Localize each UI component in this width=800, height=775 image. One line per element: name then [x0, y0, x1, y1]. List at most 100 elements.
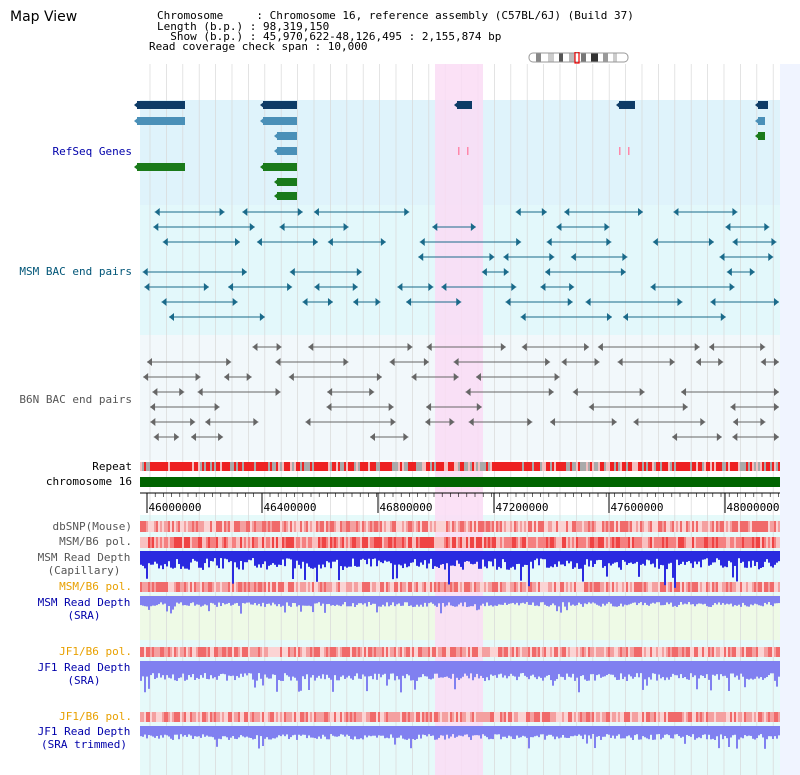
depth-bar — [246, 551, 248, 563]
repeat-segment — [184, 462, 186, 471]
heat-cell — [570, 647, 572, 657]
heat-cell — [274, 712, 276, 722]
heat-cell — [700, 647, 702, 657]
heat-cell — [664, 582, 666, 592]
depth-bar — [216, 596, 218, 607]
depth-bar — [660, 596, 662, 606]
depth-bar — [684, 661, 686, 678]
msm-bac-label[interactable]: MSM BAC end pairs — [19, 265, 132, 278]
repeat-segment — [454, 462, 456, 471]
depth-bar — [278, 596, 280, 605]
repeat-segment — [188, 462, 190, 471]
heat-cell — [348, 537, 350, 548]
depth-bar — [250, 551, 252, 561]
depth-bar — [386, 661, 388, 686]
depth-bar — [146, 726, 148, 739]
repeat-segment — [360, 462, 362, 471]
depth-bar — [474, 596, 476, 605]
bac-end — [144, 283, 150, 291]
heat-cell — [498, 712, 500, 722]
depth-bar — [254, 661, 256, 688]
repeat-segment — [614, 462, 616, 471]
bac-end — [441, 283, 447, 291]
heat-cell — [658, 582, 660, 592]
heat-cell — [764, 521, 766, 532]
depth-bar — [458, 661, 460, 681]
heat-cell — [620, 521, 622, 532]
depth-bar — [544, 661, 546, 678]
heat-cell — [356, 582, 358, 592]
bac-end — [249, 223, 255, 231]
heat-cell — [508, 521, 510, 532]
depth-bar — [760, 551, 762, 568]
depth-bar — [282, 596, 284, 606]
heat-cell — [372, 712, 374, 722]
heat-cell — [586, 582, 588, 592]
depth-bar — [166, 551, 168, 567]
bac-end — [397, 283, 403, 291]
heat-cell — [772, 521, 774, 532]
depth-bar — [268, 551, 270, 566]
bac-end — [343, 358, 349, 366]
heat-cell — [192, 582, 194, 592]
depth-bar — [440, 726, 442, 736]
heat-cell — [298, 647, 300, 657]
depth-bar — [422, 596, 424, 607]
heat-cell — [502, 537, 504, 548]
heat-cell — [140, 537, 142, 548]
chromosome-ideogram[interactable] — [528, 52, 630, 64]
heat-cell — [164, 521, 166, 532]
heat-cell — [672, 521, 674, 532]
refseq-genes-label[interactable]: RefSeq Genes — [52, 145, 132, 158]
depth-bar — [564, 661, 566, 680]
heat-cell — [778, 537, 780, 548]
heat-cell — [766, 521, 768, 532]
depth-bar — [470, 596, 472, 607]
heat-cell — [388, 521, 390, 532]
heat-cell — [316, 582, 318, 592]
heat-cell — [526, 521, 528, 532]
heat-cell — [442, 537, 444, 548]
heat-cell — [266, 647, 268, 657]
heat-cell — [162, 537, 164, 548]
heat-cell — [462, 712, 464, 722]
heat-cell — [496, 647, 498, 657]
depth-bar — [362, 726, 364, 740]
repeat-segment — [596, 462, 598, 471]
repeat-segment — [554, 462, 556, 471]
heat-cell — [632, 647, 634, 657]
heat-cell — [352, 647, 354, 657]
depth-bar — [760, 726, 762, 735]
depth-bar — [280, 661, 282, 681]
heat-cell — [348, 521, 350, 532]
heat-cell — [392, 712, 394, 722]
heat-cell — [606, 712, 608, 722]
depth-bar — [416, 551, 418, 566]
depth-bar — [434, 726, 436, 740]
depth-bar — [402, 726, 404, 739]
heat-cell — [710, 521, 712, 532]
heat-cell — [614, 521, 616, 532]
gene-arrow — [260, 101, 265, 109]
repeat-segment — [610, 462, 612, 471]
heat-cell — [460, 521, 462, 532]
depth-bar — [434, 661, 436, 674]
heat-cell — [442, 712, 444, 722]
heat-cell — [722, 521, 724, 532]
depth-bar — [654, 726, 656, 740]
heat-cell — [560, 582, 562, 592]
heat-cell — [180, 521, 182, 532]
heat-cell — [428, 537, 430, 548]
repeat-segment — [442, 462, 444, 471]
repeat-segment — [148, 462, 150, 471]
b6n-bac-label[interactable]: B6N BAC end pairs — [19, 393, 132, 406]
depth-bar — [656, 726, 658, 735]
repeat-segment — [326, 462, 328, 471]
heat-cell — [706, 582, 708, 592]
depth-bar — [568, 661, 570, 677]
heat-cell — [578, 712, 580, 722]
depth-bar — [732, 596, 734, 607]
heat-cell — [634, 712, 636, 722]
depth-bar — [778, 596, 780, 604]
